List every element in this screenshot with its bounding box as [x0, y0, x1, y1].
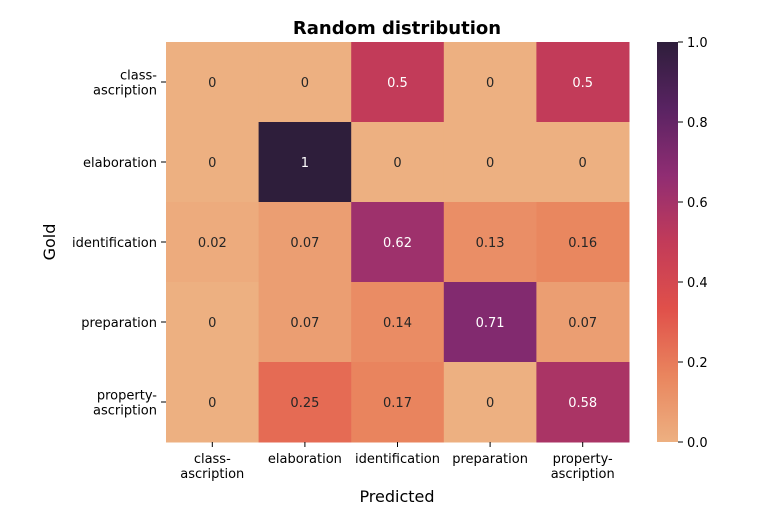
y-axis-ticks: class-ascription elaboration identificatio… [72, 69, 166, 419]
heatmap-cell [443, 122, 537, 203]
heatmap-cell [536, 282, 630, 363]
heatmap-cell [258, 282, 352, 363]
cell-value-label: 0.02 [198, 236, 227, 251]
y-tick-label: ascription [93, 404, 157, 419]
cell-value-label: 0 [486, 396, 494, 411]
y-tick-label: class- [120, 69, 157, 84]
heatmap-cell [443, 202, 537, 283]
y-tick-label: elaboration [83, 156, 157, 171]
x-tick-label: class- [194, 452, 231, 467]
heatmap-cell [258, 42, 352, 123]
heatmap-cell [443, 362, 537, 443]
cell-value-label: 0.5 [572, 76, 593, 91]
cell-value-label: 0.58 [568, 396, 597, 411]
cell-value-label: 0.5 [387, 76, 408, 91]
x-tick-label: property- [553, 452, 613, 467]
x-axis-label: Predicted [359, 487, 434, 506]
colorbar-tick-label: 0.4 [687, 276, 708, 291]
colorbar-tick-label: 1.0 [687, 36, 708, 51]
y-tick-label: property- [97, 389, 157, 404]
heatmap-cell [351, 362, 445, 443]
cell-value-label: 0 [208, 156, 216, 171]
cell-value-label: 0.07 [568, 316, 597, 331]
heatmap-cell [536, 122, 630, 203]
cell-value-label: 0 [301, 76, 309, 91]
heatmap-cell [443, 282, 537, 363]
heatmap-cell [166, 122, 260, 203]
cell-value-label: 0.17 [383, 396, 412, 411]
heatmap-cell [351, 202, 445, 283]
colorbar [657, 42, 678, 442]
heatmap-cell-labels: 0 0 0.5 0 0.5 0 1 0 0 0 0.02 0.07 0.62 0.13 0.16 0 0.07 0… [198, 76, 597, 411]
heatmap-cell [166, 42, 260, 123]
heatmap-cell [536, 42, 630, 123]
cell-value-label: 0.16 [568, 236, 597, 251]
y-tick-label: identification [72, 236, 157, 251]
cell-value-label: 0.62 [383, 236, 412, 251]
x-tick-label: identification [355, 452, 440, 467]
cell-value-label: 0 [486, 76, 494, 91]
x-tick-label: ascription [180, 467, 244, 482]
colorbar-tick-label: 0.2 [687, 356, 708, 371]
heatmap-cell [258, 362, 352, 443]
colorbar-tick-label: 0.8 [687, 116, 708, 131]
heatmap-cell [258, 122, 352, 203]
cell-value-label: 0.07 [290, 316, 319, 331]
heatmap-cell [166, 362, 260, 443]
y-tick-label: ascription [93, 84, 157, 99]
x-tick-label: ascription [551, 467, 615, 482]
cell-value-label: 0.71 [476, 316, 505, 331]
x-tick-label: preparation [452, 452, 528, 467]
heatmap-cell [351, 42, 445, 123]
heatmap-cell [351, 282, 445, 363]
colorbar-ticks: 0.0 0.2 0.4 0.6 0.8 1.0 [678, 36, 708, 451]
cell-value-label: 1 [301, 156, 309, 171]
cell-value-label: 0 [486, 156, 494, 171]
cell-value-label: 0.25 [290, 396, 319, 411]
heatmap-cell [443, 42, 537, 123]
heatmap-cells [166, 42, 630, 443]
cell-value-label: 0.07 [290, 236, 319, 251]
chart-title: Random distribution [293, 18, 501, 39]
cell-value-label: 0 [579, 156, 587, 171]
heatmap-cell [536, 362, 630, 443]
heatmap-cell [166, 202, 260, 283]
heatmap-cell [351, 122, 445, 203]
colorbar-tick-label: 0.6 [687, 196, 708, 211]
cell-value-label: 0 [208, 396, 216, 411]
cell-value-label: 0 [208, 76, 216, 91]
x-tick-label: elaboration [268, 452, 342, 467]
cell-value-label: 0.13 [476, 236, 505, 251]
y-axis-label: Gold [40, 224, 59, 261]
colorbar-tick-label: 0.0 [687, 436, 708, 451]
y-tick-label: preparation [81, 316, 157, 331]
heatmap-cell [258, 202, 352, 283]
cell-value-label: 0 [393, 156, 401, 171]
heatmap-cell [536, 202, 630, 283]
cell-value-label: 0 [208, 316, 216, 331]
heatmap-cell [166, 282, 260, 363]
cell-value-label: 0.14 [383, 316, 412, 331]
x-axis-ticks: class-ascription elaboration identificatio… [180, 442, 615, 482]
